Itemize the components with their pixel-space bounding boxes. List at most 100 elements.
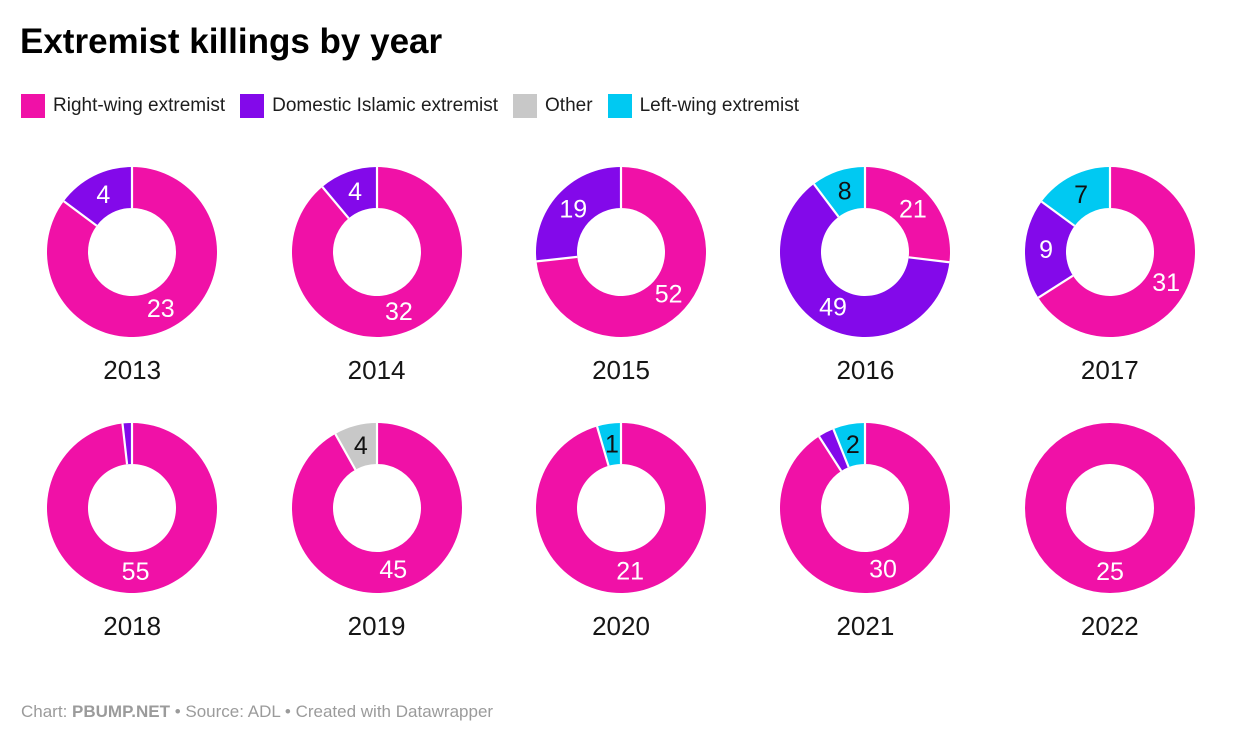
- slice-2019-right-wing-extremist: [291, 423, 462, 593]
- year-label-2018: 2018: [103, 611, 162, 641]
- slice-2021-domestic-islamic-extremist: [819, 429, 850, 471]
- value-label-2020-right-wing-extremist: 21: [616, 557, 644, 585]
- year-label-2013: 2013: [103, 355, 162, 385]
- legend-item-domestic-islamic-extremist: Domestic Islamic extremist: [240, 94, 498, 118]
- legend-item-left-wing-extremist: Left-wing extremist: [607, 94, 800, 118]
- donut-cell-2017: 31 9 7 2017: [988, 152, 1232, 388]
- legend-swatch-domestic-islamic-extremist: [240, 94, 265, 118]
- donut-2017: 31 97: [1024, 167, 1195, 337]
- donut-2018: 55: [47, 423, 218, 593]
- slice-2015-right-wing-extremist: [536, 167, 706, 337]
- value-label-2014-domestic-islamic-extremist: 4: [348, 178, 362, 206]
- value-label-2014-right-wing-extremist: 32: [385, 298, 413, 326]
- year-label-2016: 2016: [836, 355, 895, 385]
- chart-title: Extremist killings by year: [20, 22, 443, 61]
- legend-label: Left-wing extremist: [639, 95, 800, 116]
- donut-cell-2021: 30 2 2021: [743, 408, 987, 644]
- year-label-2017: 2017: [1080, 355, 1139, 385]
- year-label-2014: 2014: [347, 355, 406, 385]
- slice-separator: [63, 200, 98, 227]
- slice-separator: [333, 433, 356, 471]
- donut-cell-2015: 52 19 2015: [499, 152, 743, 388]
- legend-swatch-left-wing-extremist: [607, 94, 632, 118]
- legend-swatch-other: [513, 94, 538, 118]
- slice-separator: [813, 183, 840, 218]
- donut-cell-2014: 32 4 2014: [254, 152, 498, 388]
- value-label-2022-right-wing-extremist: 25: [1096, 558, 1124, 586]
- year-label-2021: 2021: [836, 611, 895, 641]
- slice-2022-right-wing-extremist: [1024, 422, 1195, 594]
- slice-separator: [908, 256, 950, 264]
- donut-grid: 23 4 2013 32 4 2014 52 19 2015 21 49 8 2016 31 9 7 2017 5…: [10, 152, 1232, 644]
- value-label-2021-left-wing-extremist: 2: [846, 431, 860, 459]
- slice-separator: [1037, 274, 1074, 299]
- value-label-2017-domestic-islamic-extremist: 9: [1039, 236, 1053, 264]
- slice-2020-right-wing-extremist: [535, 423, 706, 593]
- value-label-2016-right-wing-extremist: 21: [899, 196, 927, 224]
- slice-2016-left-wing-extremist: [814, 167, 866, 217]
- slice-2020-left-wing-extremist: [597, 423, 621, 466]
- footer-link[interactable]: PBUMP.NET: [72, 702, 170, 721]
- donut-2015: 52 19: [535, 167, 706, 337]
- slice-2015-domestic-islamic-extremist: [535, 167, 621, 262]
- year-label-2019: 2019: [347, 611, 406, 641]
- value-label-2016-domestic-islamic-extremist: 49: [819, 293, 847, 321]
- legend-label: Right-wing extremist: [53, 95, 226, 116]
- value-label-2018-right-wing-extremist: 55: [122, 558, 150, 586]
- value-label-2017-left-wing-extremist: 7: [1074, 181, 1088, 209]
- slice-separator: [832, 428, 851, 468]
- slice-2021-right-wing-extremist: [780, 423, 951, 593]
- year-label-2015: 2015: [592, 355, 650, 385]
- slice-2019-other: [334, 423, 377, 470]
- slice-2018-domestic-islamic-extremist: [122, 423, 133, 465]
- slice-separator: [121, 423, 129, 465]
- donut-2019: 45 4: [291, 423, 462, 593]
- donut-cell-2019: 45 4 2019: [254, 408, 498, 644]
- donut-2020: 21 1: [535, 423, 706, 593]
- slice-2016-right-wing-extremist: [865, 167, 951, 263]
- value-label-2020-left-wing-extremist: 1: [605, 431, 619, 459]
- donut-cell-2020: 21 1 2020: [499, 408, 743, 644]
- legend-label: Other: [545, 95, 593, 116]
- slice-2014-domestic-islamic-extremist: [321, 167, 377, 219]
- legend-label: Domestic Islamic extremist: [272, 95, 499, 116]
- slice-separator: [536, 255, 578, 263]
- donut-cell-2016: 21 49 8 2016: [743, 152, 987, 388]
- donut-cell-2013: 23 4 2013: [10, 152, 254, 388]
- slice-separator: [1040, 200, 1076, 227]
- slice-2016-domestic-islamic-extremist: [780, 184, 950, 337]
- slice-2018-right-wing-extremist: [47, 423, 218, 593]
- value-label-2013-right-wing-extremist: 23: [147, 295, 175, 323]
- donut-2014: 32 4: [291, 167, 462, 337]
- value-label-2019-right-wing-extremist: 45: [379, 556, 407, 584]
- value-label-2015-domestic-islamic-extremist: 19: [559, 195, 587, 223]
- slice-2017-right-wing-extremist: [1038, 167, 1195, 337]
- value-label-2013-domestic-islamic-extremist: 4: [97, 181, 111, 209]
- value-label-2016-left-wing-extremist: 8: [838, 177, 852, 205]
- legend-swatch-right-wing-extremist: [21, 94, 45, 118]
- slice-separator: [595, 426, 610, 467]
- legend-item-other: Other: [513, 94, 593, 118]
- slice-2017-domestic-islamic-extremist: [1024, 201, 1075, 298]
- footer-attribution: Chart: PBUMP.NET • Source: ADL • Created…: [21, 702, 493, 722]
- legend-item-right-wing-extremist: Right-wing extremist: [21, 94, 225, 118]
- year-label-2020: 2020: [592, 611, 650, 641]
- donut-2013: 23 4: [47, 167, 218, 337]
- slice-2017-left-wing-extremist: [1041, 167, 1110, 226]
- donut-2022: 25: [1024, 422, 1195, 594]
- donut-2021: 30 2: [780, 423, 951, 593]
- value-label-2019-other: 4: [353, 432, 367, 460]
- value-label-2021-right-wing-extremist: 30: [870, 555, 898, 583]
- slice-2021-left-wing-extremist: [833, 423, 866, 468]
- donut-2016: 21 49 8: [780, 167, 951, 337]
- footer-text: • Source: ADL • Created with: [169, 702, 396, 721]
- slice-separator: [321, 186, 350, 220]
- slice-2013-domestic-islamic-extremist: [64, 167, 133, 226]
- footer-link[interactable]: Datawrapper: [395, 702, 494, 721]
- donut-cell-2018: 55 2018: [10, 408, 254, 644]
- footer-text: Chart:: [21, 702, 73, 721]
- slice-2013-right-wing-extremist: [47, 167, 218, 337]
- slice-2014-right-wing-extremist: [291, 167, 462, 337]
- year-label-2022: 2022: [1080, 611, 1139, 641]
